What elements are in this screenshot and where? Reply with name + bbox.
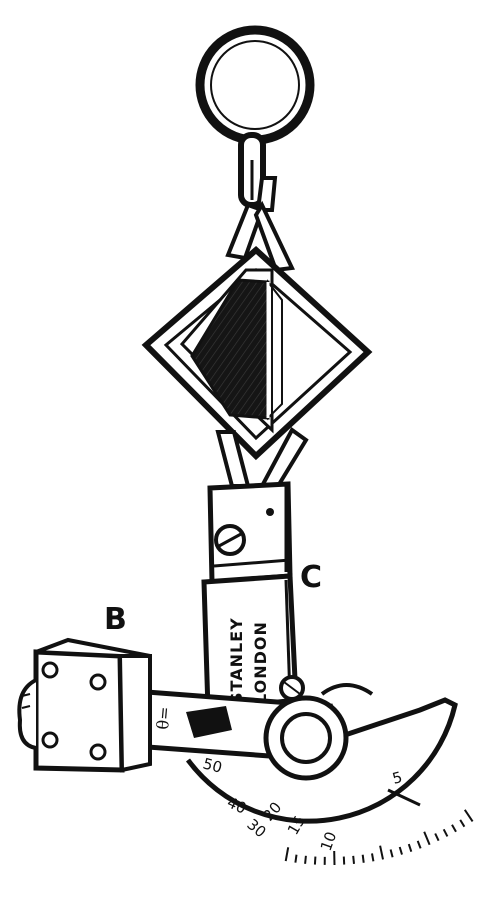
screw-top-left	[41, 661, 59, 679]
scale-tick	[361, 854, 365, 863]
scale-tick	[389, 849, 394, 858]
screw-bottom-left	[41, 731, 59, 749]
graduation-10: 10	[317, 829, 340, 853]
theta-marking: θ=	[153, 706, 174, 731]
pivot-block	[207, 481, 293, 585]
sight-window	[190, 278, 283, 421]
scale-tick	[371, 853, 375, 862]
scale-tick	[407, 843, 413, 853]
scale-tick	[352, 855, 355, 864]
right-knob	[320, 683, 374, 696]
scale-tick	[379, 845, 384, 860]
scale-tick	[463, 809, 474, 822]
stamp-line-london: LONDON	[251, 621, 270, 704]
scale-tick	[459, 819, 466, 828]
callout-b: B	[104, 602, 127, 637]
scale-tick	[284, 847, 290, 862]
scale-tick	[294, 854, 298, 863]
scale-ticks	[284, 809, 474, 866]
suspension-ring	[195, 25, 315, 145]
bar-pivot-disc	[263, 695, 349, 781]
scale-tick	[398, 846, 403, 855]
scale-tick	[304, 855, 307, 864]
graduation-5: 5	[390, 768, 404, 788]
scale-tick	[416, 840, 422, 849]
maker-stamp: STANLEY LONDON	[227, 617, 270, 704]
scale-tick	[434, 833, 440, 842]
hook-link	[238, 132, 278, 212]
screw-top-right	[89, 673, 107, 691]
side-knob	[279, 675, 305, 701]
scale-tick	[313, 856, 317, 865]
pointer-line	[387, 788, 421, 807]
scale-tick	[423, 831, 431, 846]
left-thumbscrew	[17, 678, 38, 750]
screw-bottom-right	[89, 743, 107, 761]
level-block	[33, 637, 152, 773]
stamp-line-stanley: STANLEY	[227, 617, 246, 704]
callout-c: C	[300, 560, 323, 595]
graduation-50: 50	[201, 754, 224, 776]
scale-tick	[442, 828, 449, 837]
scale-tick	[451, 824, 457, 833]
